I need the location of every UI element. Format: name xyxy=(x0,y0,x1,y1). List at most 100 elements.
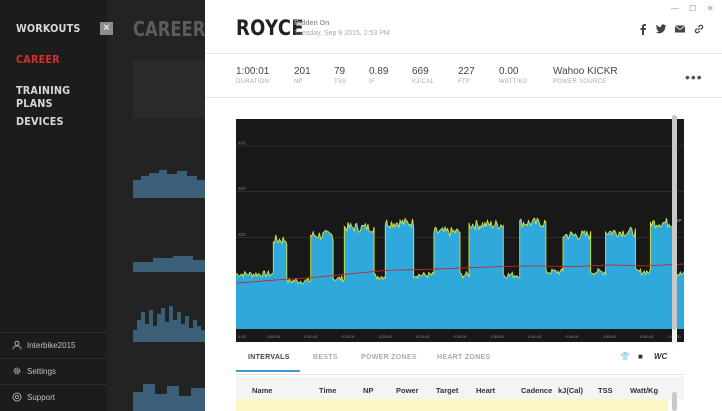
stat-kjcal-value: 669 xyxy=(412,66,429,77)
sidebar: WORKOUTS CAREER TRAINING PLANS DEVICES I… xyxy=(0,0,107,411)
stat-np: 201 NP xyxy=(294,66,311,85)
video-icon[interactable]: ■ xyxy=(638,352,643,361)
link-icon[interactable] xyxy=(693,23,705,35)
sidebar-divider xyxy=(0,332,107,333)
career-chart-ghost-3 xyxy=(133,306,205,342)
stat-np-value: 201 xyxy=(294,66,311,77)
close-ride-button[interactable]: × xyxy=(100,22,113,35)
user-icon xyxy=(12,340,22,350)
table-scrollbar-thumb[interactable] xyxy=(672,392,677,411)
chart-x-tick: 0:40:00 xyxy=(528,334,542,339)
nav-training-plans[interactable]: TRAINING PLANS xyxy=(16,84,71,110)
stat-if-value: 0.89 xyxy=(369,66,389,77)
stats-divider xyxy=(205,97,722,98)
chart-x-tick: 0:00 xyxy=(238,334,247,339)
stat-power-source: Wahoo KICKR POWER SOURCE xyxy=(553,66,618,85)
stat-np-label: NP xyxy=(294,79,303,85)
account-link[interactable]: Interbike2015 xyxy=(12,340,75,350)
tabs-divider xyxy=(236,374,684,375)
chart-x-tick: 0:05:00 xyxy=(267,334,281,339)
support-link[interactable]: Support xyxy=(12,392,55,402)
more-options-button[interactable]: ••• xyxy=(685,69,703,85)
chart-x-tick: 0:45:00 xyxy=(565,334,579,339)
stat-duration-label: DURATION xyxy=(236,79,270,85)
ridden-on-label: Ridden On xyxy=(294,20,330,27)
stat-kjcal: 669 KJ/CAL xyxy=(412,66,434,85)
chart-y-tick: 300 xyxy=(238,186,246,191)
gear-icon xyxy=(13,367,21,375)
career-title: CAREER xyxy=(133,17,205,41)
tab-bests[interactable]: BESTS xyxy=(313,354,338,361)
maximize-button[interactable]: ☐ xyxy=(689,4,697,13)
stat-watt-kg-value: 0.00 xyxy=(499,66,519,77)
sidebar-divider-3 xyxy=(0,384,107,385)
col-heart[interactable]: Heart xyxy=(476,386,496,395)
window-close-button[interactable]: ✕ xyxy=(707,4,714,13)
stat-ftp-label: FTP xyxy=(458,79,471,85)
stat-watt-kg: 0.00 WATT/KG xyxy=(499,66,528,85)
nav-workouts[interactable]: WORKOUTS xyxy=(16,22,81,35)
stat-duration-value: 1:00:01 xyxy=(236,66,270,77)
ride-detail-panel: — ☐ ✕ ROYCE Ridden On Tuesday, Sep 8 201… xyxy=(205,0,722,411)
ridden-date: Tuesday, Sep 8 2015, 2:53 PM xyxy=(294,30,390,37)
stat-power-source-value: Wahoo KICKR xyxy=(553,66,618,77)
col-tss[interactable]: TSS xyxy=(598,386,613,395)
career-background: CAREER xyxy=(107,0,205,411)
settings-link[interactable]: Settings xyxy=(12,366,56,376)
col-watt-kg[interactable]: Watt/Kg xyxy=(630,386,659,395)
stat-duration: 1:00:01 DURATION xyxy=(236,66,269,85)
sidebar-divider-2 xyxy=(0,358,107,359)
wc-icon[interactable]: WC xyxy=(654,352,668,361)
workout-chart[interactable]: 400300200100FTP0:000:05:000:10:000:15:00… xyxy=(235,119,685,342)
email-icon[interactable] xyxy=(674,23,686,35)
facebook-icon[interactable] xyxy=(637,23,649,35)
power-line xyxy=(235,217,685,285)
tab-power-zones[interactable]: POWER ZONES xyxy=(361,354,417,361)
col-kjcal[interactable]: kJ(Cal) xyxy=(558,386,584,395)
support-label: Support xyxy=(27,392,56,402)
ftp-marker: FTP xyxy=(674,218,682,223)
heart-rate-line xyxy=(235,263,685,284)
chart-x-tick: 0:55:00 xyxy=(640,334,654,339)
nav-devices[interactable]: DEVICES xyxy=(16,115,64,128)
stat-kjcal-label: KJ/CAL xyxy=(412,79,435,85)
twitter-icon[interactable] xyxy=(655,23,667,35)
stat-ftp: 227 FTP xyxy=(458,66,475,85)
table-row[interactable] xyxy=(236,399,668,411)
detail-tabs: INTERVALS BESTS POWER ZONES HEART ZONES … xyxy=(236,352,684,374)
chart-x-tick: 0:15:00 xyxy=(341,334,355,339)
intervals-table-header: Name Time NP Power Target Heart Cadence … xyxy=(236,377,684,399)
ride-title: ROYCE xyxy=(236,16,304,40)
col-np[interactable]: NP xyxy=(363,386,374,395)
tab-heart-zones[interactable]: HEART ZONES xyxy=(437,354,491,361)
col-target[interactable]: Target xyxy=(436,386,459,395)
stat-tss-value: 79 xyxy=(334,66,346,77)
power-area xyxy=(236,218,684,329)
chart-y-tick: 400 xyxy=(238,140,246,145)
stat-if: 0.89 IF xyxy=(369,66,388,85)
stat-power-source-label: POWER SOURCE xyxy=(553,79,607,85)
chart-x-tick: 0:10:00 xyxy=(304,334,318,339)
career-summary-placeholder xyxy=(133,60,205,118)
help-icon xyxy=(12,392,22,402)
jersey-icon[interactable]: 👕 xyxy=(620,352,630,361)
settings-label: Settings xyxy=(27,366,56,376)
col-time[interactable]: Time xyxy=(319,386,337,395)
account-label: Interbike2015 xyxy=(27,340,76,350)
active-tab-indicator xyxy=(236,370,300,372)
chart-y-tick: 200 xyxy=(238,232,246,237)
tab-intervals[interactable]: INTERVALS xyxy=(248,354,290,361)
chart-x-tick: 0:35:00 xyxy=(491,334,505,339)
workout-chart-svg: 400300200100FTP0:000:05:000:10:000:15:00… xyxy=(235,140,685,339)
career-chart-ghost-1 xyxy=(133,170,205,198)
minimize-button[interactable]: — xyxy=(671,4,679,13)
chart-x-tick: 0:20:00 xyxy=(379,334,393,339)
stat-ftp-value: 227 xyxy=(458,66,475,77)
chart-x-tick: 0:30:00 xyxy=(453,334,467,339)
header-divider xyxy=(205,53,722,54)
col-name[interactable]: Name xyxy=(252,386,273,395)
scrollbar-thumb[interactable] xyxy=(672,115,677,330)
col-cadence[interactable]: Cadence xyxy=(521,386,553,395)
nav-career[interactable]: CAREER xyxy=(16,53,60,66)
col-power[interactable]: Power xyxy=(396,386,419,395)
